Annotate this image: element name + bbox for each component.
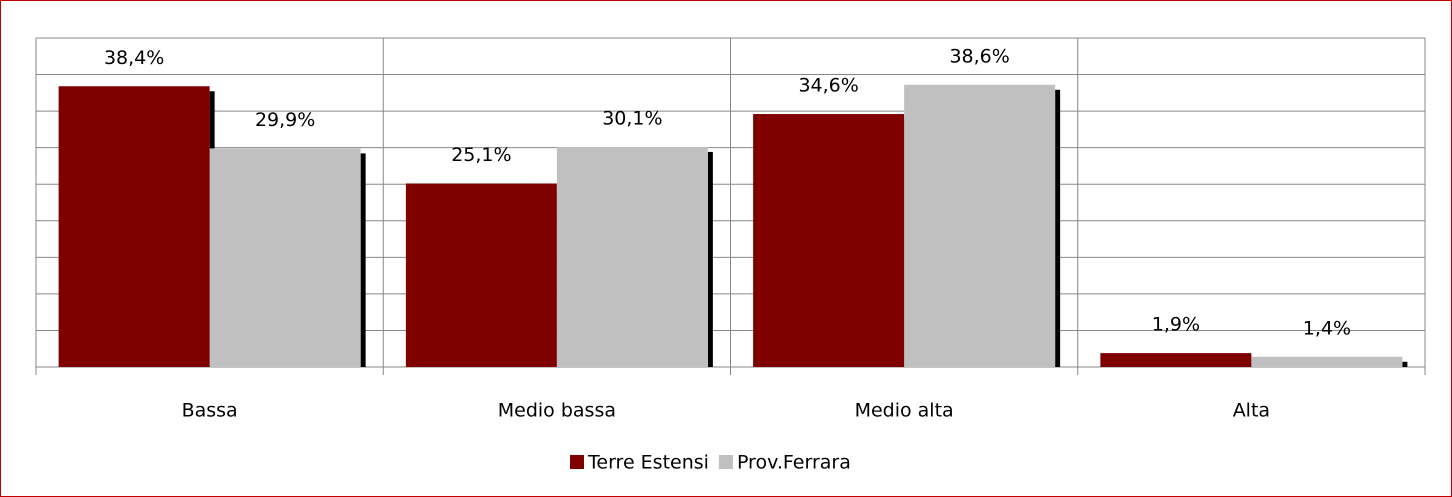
bar — [405, 183, 557, 367]
legend-label: Prov.Ferrara — [737, 452, 851, 474]
data-label: 1,9% — [1152, 314, 1200, 336]
data-label: 30,1% — [602, 107, 662, 129]
bar — [1251, 356, 1403, 367]
legend-swatch — [718, 455, 733, 469]
data-label: 25,1% — [451, 144, 511, 166]
bar — [556, 146, 708, 367]
data-label: 38,4% — [104, 47, 164, 69]
data-label: 29,9% — [255, 109, 315, 131]
bar — [904, 84, 1056, 368]
bar-shadow — [360, 153, 366, 367]
x-tick-label: Bassa — [182, 400, 238, 422]
data-label: 1,4% — [1303, 317, 1351, 339]
legend-label: Terre Estensi — [587, 452, 709, 474]
bar-shadow — [707, 151, 713, 367]
x-tick-label: Alta — [1233, 400, 1270, 422]
x-tick-label: Medio bassa — [498, 400, 616, 422]
bar — [753, 114, 905, 367]
bar — [58, 86, 210, 368]
x-tick-label: Medio alta — [855, 400, 954, 422]
bar-shadow — [1402, 361, 1408, 367]
legend-swatch — [570, 455, 584, 469]
bar — [1100, 353, 1252, 367]
bar — [209, 148, 361, 367]
data-label: 34,6% — [798, 75, 858, 97]
data-label: 38,6% — [949, 45, 1009, 67]
bar-shadow — [1055, 89, 1061, 368]
